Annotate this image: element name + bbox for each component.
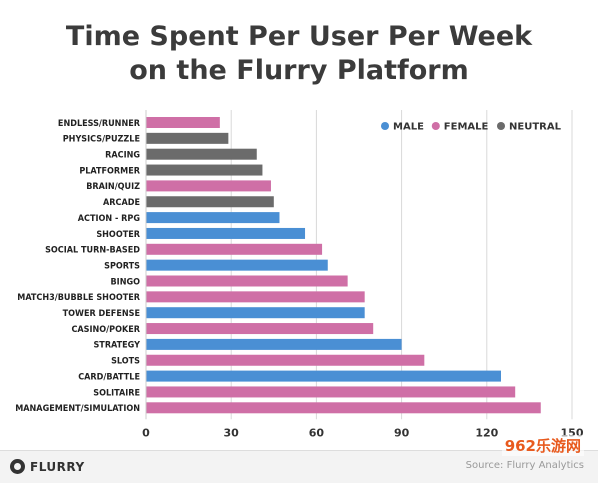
category-label-sports: SPORTS xyxy=(104,261,140,271)
bar-solitaire xyxy=(146,386,516,398)
category-label-platformer: PLATFORMER xyxy=(79,166,140,176)
x-tick-label-90: 90 xyxy=(394,426,410,439)
site-watermark: 962乐游网 xyxy=(501,435,584,456)
chart-title: Time Spent Per User Per Week on the Flur… xyxy=(0,20,598,88)
x-tick-label-120: 120 xyxy=(475,426,498,439)
category-label-card-battle: CARD/BATTLE xyxy=(78,372,140,382)
chart-title-line-2: on the Flurry Platform xyxy=(129,55,469,86)
bar-endless-runner xyxy=(146,117,220,128)
category-label-casino-poker: CASINO/POKER xyxy=(71,325,140,335)
bar-tower-defense xyxy=(146,307,365,319)
bar-card-battle xyxy=(146,370,501,382)
category-label-strategy: STRATEGY xyxy=(93,341,140,351)
category-label-endless-runner: ENDLESS/RUNNER xyxy=(58,119,141,129)
flurry-logo-icon xyxy=(10,459,25,474)
x-tick-label-30: 30 xyxy=(224,426,240,439)
bar-chart: ENDLESS/RUNNER PHYSICS/PUZZLE RACING PLATFO… xyxy=(15,110,584,439)
bar-platformer xyxy=(146,164,263,176)
category-label-action-rpg: ACTION - RPG xyxy=(78,214,141,224)
category-label-management-simulation: MANAGEMENT/SIMULATION xyxy=(15,404,140,414)
legend-marker-male xyxy=(381,122,389,130)
bar-strategy xyxy=(146,338,402,350)
bar-casino-poker xyxy=(146,323,374,335)
category-label-tower-defense: TOWER DEFENSE xyxy=(63,309,140,319)
x-tick-label-60: 60 xyxy=(309,426,325,439)
footer: FLURRY 962乐游网 Source: Flurry Analytics xyxy=(0,435,598,483)
bar-arcade xyxy=(146,196,274,208)
category-label-solitaire: SOLITAIRE xyxy=(93,388,140,398)
bar-brain-quiz xyxy=(146,180,271,192)
category-label-racing: RACING xyxy=(105,151,140,161)
legend-marker-neutral xyxy=(497,122,505,130)
bar-sports xyxy=(146,259,328,271)
source-credit: Source: Flurry Analytics xyxy=(465,460,584,471)
category-label-social-turn-based: SOCIAL TURN-BASED xyxy=(45,246,140,256)
bar-physics-puzzle xyxy=(146,132,229,144)
chart-title-line-1: Time Spent Per User Per Week xyxy=(65,21,533,52)
bar-action-rpg xyxy=(146,212,280,224)
legend-label-neutral: NEUTRAL xyxy=(509,122,562,133)
category-label-shooter: SHOOTER xyxy=(96,230,140,240)
category-label-physics-puzzle: PHYSICS/PUZZLE xyxy=(63,135,140,145)
bar-slots xyxy=(146,354,425,366)
flurry-logo-text: FLURRY xyxy=(30,459,85,474)
bar-racing xyxy=(146,148,257,160)
legend-label-male: MALE xyxy=(393,122,424,133)
category-label-slots: SLOTS xyxy=(111,357,140,367)
category-label-brain-quiz: BRAIN/QUIZ xyxy=(86,182,140,192)
category-label-match3-bubble-shooter: MATCH3/BUBBLE SHOOTER xyxy=(17,293,140,303)
legend-marker-female xyxy=(431,122,440,130)
bar-shooter xyxy=(146,227,306,239)
bar-chart-svg: ENDLESS/RUNNER PHYSICS/PUZZLE RACING PLATFO… xyxy=(15,110,584,439)
category-label-bingo: BINGO xyxy=(111,277,141,287)
category-label-arcade: ARCADE xyxy=(103,198,140,208)
bar-social-turn-based xyxy=(146,243,323,255)
bar-match3-bubble-shooter xyxy=(146,291,365,303)
bar-bingo xyxy=(146,275,348,287)
flurry-logo: FLURRY xyxy=(10,459,85,474)
legend-label-female: FEMALE xyxy=(444,122,489,133)
x-tick-label-0: 0 xyxy=(142,426,150,439)
bar-management-simulation xyxy=(146,402,541,414)
